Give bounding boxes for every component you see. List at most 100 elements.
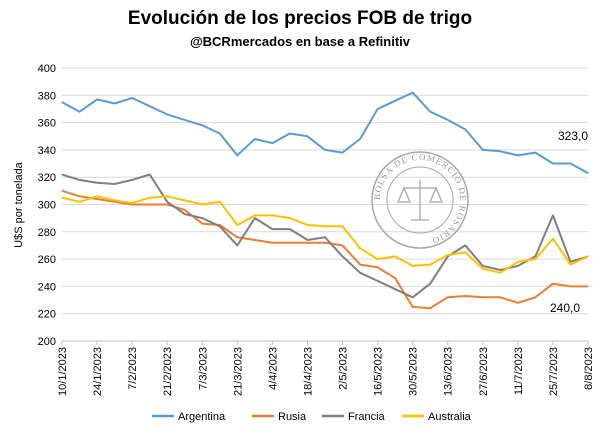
series-lines — [61, 91, 589, 310]
data-point-francia — [166, 201, 168, 203]
data-point-australia — [254, 214, 256, 216]
y-tick-label: 360 — [38, 118, 56, 130]
y-tick-label: 340 — [38, 145, 56, 157]
data-point-argentina — [464, 128, 466, 130]
data-point-australia — [517, 261, 519, 263]
seal-outer-ring — [371, 151, 469, 249]
data-point-argentina — [499, 150, 501, 152]
data-point-francia — [517, 265, 519, 267]
data-point-argentina — [534, 152, 537, 154]
data-point-australia — [359, 247, 361, 249]
data-point-rusia — [306, 242, 309, 244]
data-point-australia — [324, 225, 326, 227]
data-point-francia — [184, 213, 186, 215]
data-point-rusia — [552, 283, 554, 285]
data-point-francia — [569, 261, 572, 263]
data-point-rusia — [499, 296, 501, 298]
data-point-australia — [341, 225, 344, 227]
data-point-rusia — [482, 296, 484, 298]
seal-inner-ring — [386, 166, 454, 234]
legend-label-australia: Australia — [428, 411, 472, 423]
data-point-francia — [552, 214, 554, 216]
data-point-argentina — [184, 119, 186, 121]
data-point-rusia — [96, 198, 98, 200]
data-point-rusia — [61, 190, 63, 192]
data-point-francia — [464, 244, 466, 246]
data-point-argentina — [359, 138, 361, 140]
data-point-rusia — [517, 302, 519, 304]
data-point-australia — [464, 251, 466, 253]
x-tick-label: 8/8/2023 — [583, 347, 595, 390]
data-point-francia — [429, 283, 431, 285]
data-point-argentina — [271, 142, 273, 144]
data-point-francia — [394, 288, 396, 290]
data-point-australia — [552, 238, 554, 240]
x-tick-label: 13/6/2023 — [443, 347, 455, 396]
data-point-francia — [201, 217, 203, 219]
data-point-argentina — [61, 101, 63, 103]
data-point-rusia — [236, 236, 238, 238]
data-point-argentina — [341, 152, 344, 154]
data-point-australia — [412, 265, 414, 267]
data-point-rusia — [324, 242, 326, 244]
data-point-argentina — [78, 111, 81, 113]
data-point-argentina — [254, 138, 256, 140]
data-point-australia — [447, 254, 449, 256]
data-point-rusia — [254, 239, 256, 241]
data-point-francia — [254, 217, 256, 219]
data-point-argentina — [96, 98, 98, 100]
data-point-argentina — [569, 162, 572, 165]
data-point-australia — [306, 224, 309, 226]
x-tick-label: 25/7/2023 — [548, 347, 560, 396]
data-point-australia — [184, 199, 186, 201]
annotation-argentina: 323,0 — [558, 129, 588, 143]
data-point-australia — [78, 201, 81, 203]
x-tick-label: 10/1/2023 — [57, 347, 69, 396]
x-tick-label: 7/2/2023 — [127, 347, 139, 390]
data-point-australia — [271, 214, 273, 216]
data-point-argentina — [447, 119, 449, 121]
data-point-argentina — [289, 132, 291, 135]
data-point-rusia — [131, 203, 133, 206]
data-point-francia — [149, 173, 151, 176]
legend-label-argentina: Argentina — [178, 411, 226, 423]
data-point-francia — [114, 183, 116, 185]
data-point-rusia — [394, 277, 396, 279]
data-point-rusia — [429, 307, 431, 309]
data-point-rusia — [412, 306, 414, 308]
data-point-francia — [236, 244, 238, 246]
data-point-australia — [569, 264, 572, 266]
data-point-australia — [219, 201, 221, 203]
data-point-argentina — [219, 132, 221, 135]
data-point-australia — [377, 258, 379, 260]
data-point-rusia — [289, 242, 291, 244]
y-tick-label: 300 — [38, 200, 56, 212]
data-point-rusia — [464, 295, 466, 297]
data-point-francia — [377, 280, 379, 282]
data-point-francia — [324, 236, 326, 238]
data-point-francia — [271, 228, 273, 230]
x-tick-label: 21/2/2023 — [162, 347, 174, 396]
y-tick-label: 400 — [38, 63, 56, 75]
data-point-rusia — [341, 244, 344, 246]
y-axis-ticks: 200 220 240 260 280 300 320 340 360 380 400 — [38, 63, 56, 348]
data-point-australia — [394, 255, 396, 257]
data-point-australia — [289, 217, 291, 219]
data-point-australia — [114, 199, 116, 201]
x-tick-label: 11/7/2023 — [513, 347, 525, 395]
data-point-argentina — [482, 149, 484, 151]
data-point-francia — [359, 272, 361, 274]
data-point-australia — [96, 195, 98, 197]
data-point-australia — [499, 272, 501, 274]
x-tick-label: 30/5/2023 — [408, 347, 420, 396]
data-point-argentina — [517, 154, 519, 156]
data-point-francia — [412, 296, 414, 298]
data-point-argentina — [552, 162, 554, 165]
data-point-australia — [482, 268, 484, 270]
data-point-argentina — [429, 111, 431, 113]
data-point-francia — [341, 255, 344, 257]
data-point-rusia — [201, 223, 203, 225]
data-point-rusia — [534, 296, 537, 298]
